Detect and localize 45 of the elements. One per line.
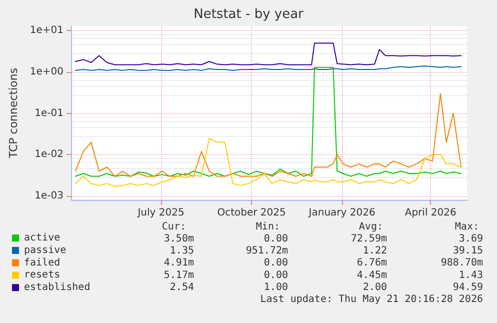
text: Max: xyxy=(454,222,479,232)
y-tick-label: 1e-01 xyxy=(34,108,64,119)
line-series xyxy=(74,42,462,66)
text: 3.69 xyxy=(458,234,483,244)
text: 4.91m xyxy=(164,258,194,269)
text: 5.17m xyxy=(164,270,194,281)
text: 0.00 xyxy=(264,258,288,269)
text: 94.59 xyxy=(452,282,483,293)
legend-label: failed xyxy=(24,257,60,268)
legend-label: passive xyxy=(24,244,66,256)
x-tick-label: July 2025 xyxy=(136,208,184,218)
chart-title: Netstat - by year xyxy=(194,7,304,22)
text: 1.00 xyxy=(264,282,288,293)
x-tick-label: October 2025 xyxy=(217,208,286,218)
text: 39.15 xyxy=(452,246,483,257)
text: 72.59m xyxy=(350,234,387,244)
text: 0.00 xyxy=(264,270,288,281)
text: 988.70m xyxy=(440,258,483,269)
line-series xyxy=(74,138,462,187)
text: Min: xyxy=(256,222,280,232)
legend-label: resets xyxy=(24,270,60,281)
y-tick-label: 1e+00 xyxy=(30,66,64,78)
text: Last update: Thu May 21 20:16:28 2026 xyxy=(260,294,483,305)
y-tick-label: 1e-02 xyxy=(34,149,64,160)
text: 2.00 xyxy=(362,282,387,293)
text: Cur: xyxy=(162,222,186,232)
text: Avg: xyxy=(358,222,383,232)
text: 1.35 xyxy=(170,246,194,257)
text: 0.00 xyxy=(264,234,288,244)
text: 951.72m xyxy=(246,246,288,257)
x-tick-label: January 2026 xyxy=(308,208,376,218)
legend-label: established xyxy=(24,282,90,294)
text: 4.45m xyxy=(356,270,387,281)
y-tick-label: 1e-03 xyxy=(34,190,64,202)
line-series xyxy=(74,66,462,177)
text: 6.76m xyxy=(356,258,387,269)
x-tick-label: April 2026 xyxy=(404,208,456,218)
text: 3.50m xyxy=(164,234,194,244)
legend-label: active xyxy=(24,232,60,244)
line-series xyxy=(74,93,462,177)
text: 1.43 xyxy=(458,270,483,281)
text: 2.54 xyxy=(170,282,194,293)
y-axis-title: TCP connections xyxy=(7,68,20,160)
y-tick-label: 1e+01 xyxy=(30,25,64,36)
text: 1.22 xyxy=(362,246,387,257)
